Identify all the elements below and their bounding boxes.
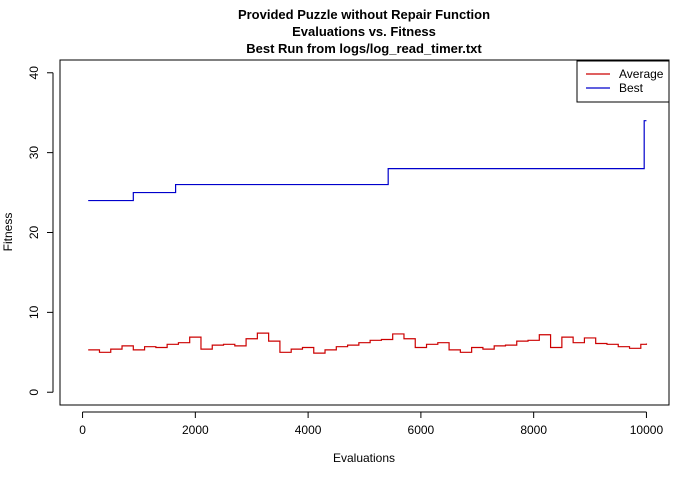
series-best-line xyxy=(88,120,647,202)
legend: Average Best xyxy=(576,60,670,103)
y-tick-label-30: 30 xyxy=(27,146,41,160)
x-tick-label-8000: 8000 xyxy=(520,423,547,437)
y-axis: 0 10 20 30 40 xyxy=(27,66,54,396)
legend-box xyxy=(576,60,670,103)
x-tick-label-6000: 6000 xyxy=(408,423,435,437)
y-axis-label: Fitness xyxy=(1,213,15,252)
x-tick-label-0: 0 xyxy=(79,423,86,437)
chart-title-line-1: Provided Puzzle without Repair Function xyxy=(238,7,490,22)
x-axis: 0 2000 4000 6000 8000 10000 xyxy=(79,411,664,437)
y-tick-label-40: 40 xyxy=(27,66,41,80)
legend-label-best: Best xyxy=(619,81,644,95)
series-layer xyxy=(88,120,648,354)
series-average-line xyxy=(88,332,648,354)
y-tick-label-20: 20 xyxy=(27,226,41,240)
chart-title-line-3: Best Run from logs/log_read_timer.txt xyxy=(246,41,482,56)
legend-label-average: Average xyxy=(619,67,664,81)
x-tick-label-2000: 2000 xyxy=(182,423,209,437)
x-axis-label: Evaluations xyxy=(333,451,395,465)
y-tick-label-0: 0 xyxy=(27,389,41,396)
x-tick-label-4000: 4000 xyxy=(295,423,322,437)
chart-title-line-2: Evaluations vs. Fitness xyxy=(292,24,436,39)
plot-frame xyxy=(59,59,670,406)
x-tick-label-10000: 10000 xyxy=(630,423,664,437)
y-tick-label-10: 10 xyxy=(27,305,41,319)
